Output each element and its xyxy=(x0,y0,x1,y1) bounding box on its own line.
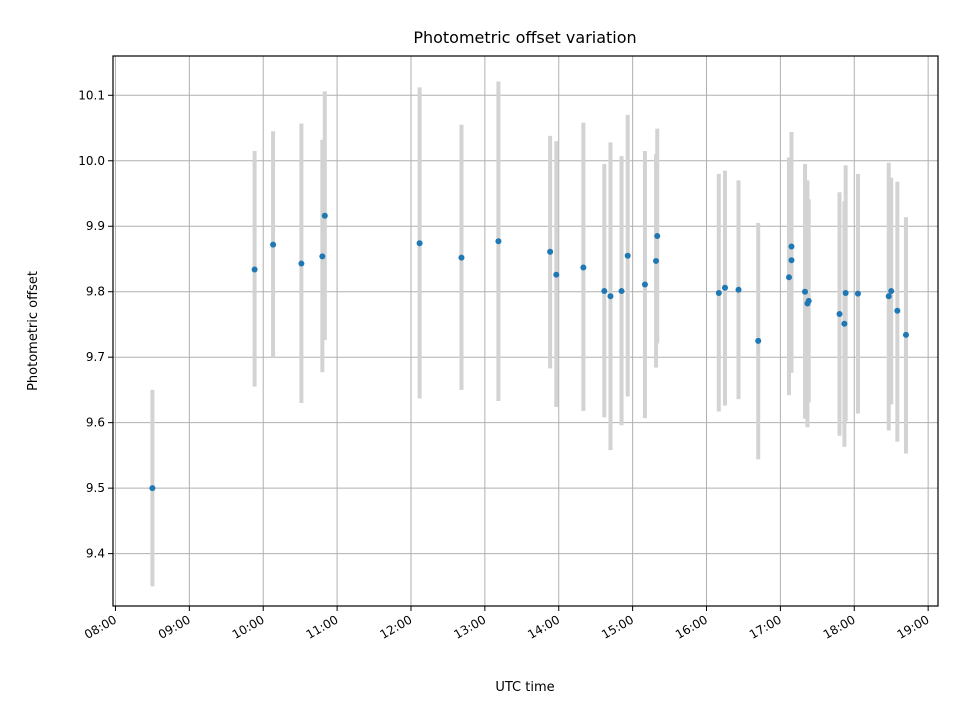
data-point xyxy=(654,233,661,240)
data-point xyxy=(624,252,631,259)
data-point xyxy=(854,290,861,297)
data-point xyxy=(836,310,843,317)
y-tick-label: 10.0 xyxy=(78,154,105,168)
x-tick-label: 08:00 xyxy=(82,612,119,641)
data-point xyxy=(902,331,909,338)
data-point xyxy=(321,212,328,219)
chart-title: Photometric offset variation xyxy=(413,28,636,47)
data-point xyxy=(885,293,892,300)
data-point xyxy=(653,257,660,264)
x-tick-label: 13:00 xyxy=(451,612,488,641)
data-point xyxy=(547,248,554,255)
plot-frame xyxy=(112,55,939,607)
data-point xyxy=(553,271,560,278)
y-axis-ticks: 9.4 9.5 9.6 9.7 9.8 9.9 10.0 10.1 xyxy=(78,88,113,561)
grid-lines xyxy=(113,56,938,606)
x-tick-label: 15:00 xyxy=(599,612,636,641)
x-axis-ticks: 08:00 09:00 10:00 11:00 12:00 13:00 14:00 15:00… xyxy=(82,606,932,642)
data-point xyxy=(788,243,795,250)
data-point xyxy=(641,281,648,288)
data-point xyxy=(601,288,608,295)
x-axis-label: UTC time xyxy=(495,680,554,695)
x-tick-label: 16:00 xyxy=(673,612,710,641)
data-point xyxy=(894,307,901,314)
y-tick-label: 9.8 xyxy=(86,285,105,299)
data-point xyxy=(416,240,423,247)
error-bars xyxy=(150,81,908,587)
data-point xyxy=(888,288,895,295)
data-point xyxy=(149,485,156,492)
data-point xyxy=(298,260,305,267)
x-tick-label: 19:00 xyxy=(895,612,932,641)
x-tick-label: 12:00 xyxy=(378,612,415,641)
x-tick-label: 14:00 xyxy=(525,612,562,641)
y-tick-label: 9.4 xyxy=(86,547,105,561)
data-point xyxy=(841,320,848,327)
data-point xyxy=(721,284,728,291)
x-tick-label: 10:00 xyxy=(230,612,267,641)
data-point xyxy=(715,290,722,297)
data-point xyxy=(618,288,625,295)
x-tick-label: 11:00 xyxy=(304,612,341,641)
data-point xyxy=(786,274,793,281)
data-point xyxy=(580,264,587,271)
data-points xyxy=(149,212,909,492)
data-point xyxy=(607,293,614,300)
y-tick-label: 9.5 xyxy=(86,481,105,495)
x-tick-label: 18:00 xyxy=(821,612,858,641)
x-tick-label: 17:00 xyxy=(747,612,784,641)
data-point xyxy=(788,257,795,264)
data-point xyxy=(495,238,502,245)
y-axis-label: Photometric offset xyxy=(26,271,41,391)
y-tick-label: 9.9 xyxy=(86,219,105,233)
y-tick-label: 9.7 xyxy=(86,350,105,364)
data-point xyxy=(458,254,465,261)
data-point xyxy=(805,297,812,304)
data-point xyxy=(319,253,326,260)
data-point xyxy=(251,266,258,273)
data-point xyxy=(755,337,762,344)
data-point xyxy=(270,241,277,248)
data-point xyxy=(842,290,849,297)
x-tick-label: 09:00 xyxy=(156,612,193,641)
y-tick-label: 9.6 xyxy=(86,416,105,430)
data-point xyxy=(735,286,742,293)
y-tick-label: 10.1 xyxy=(78,88,105,102)
data-point xyxy=(802,288,809,295)
